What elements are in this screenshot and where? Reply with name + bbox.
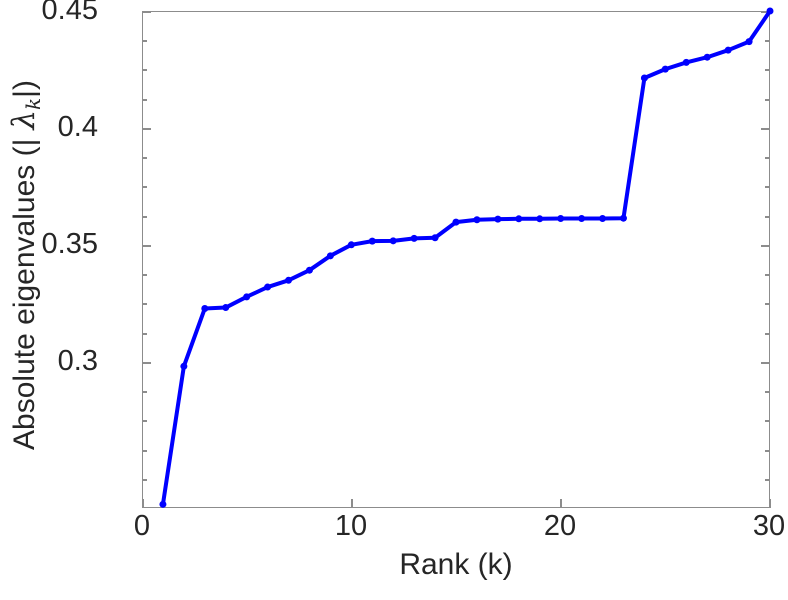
y-tick-label-045: 0.45 [41,0,98,26]
eigenvalue-markers [159,7,774,508]
data-point [557,214,565,222]
data-point [640,74,648,82]
y-tick-minor-right-3 [765,99,770,101]
data-point [305,266,313,274]
data-point [159,500,167,508]
y-tick-minor-9 [142,333,147,335]
y-tick-major-right-04 [761,128,770,130]
y-tick-minor-10 [142,391,147,393]
data-point [682,58,690,66]
data-point [326,252,334,260]
y-tick-minor-right-12 [765,450,770,452]
data-point [452,218,460,226]
data-point [703,53,711,61]
y-tick-minor-right-13 [765,479,770,481]
y-tick-major-right-03 [761,362,770,364]
x-axis-title: Rank (k) [399,548,513,581]
y-tick-minor-right-11 [765,420,770,422]
y-tick-minor-12 [142,450,147,452]
y-axis-title-container: Absolute eigenvalues (| λk|) [0,0,52,530]
data-point [494,215,502,223]
y-tick-minor-right-10 [765,391,770,393]
y-tick-minor-6 [142,216,147,218]
x-tick-label-30: 30 [752,510,786,542]
y-tick-major-035 [142,245,151,247]
y-tick-minor-right-9 [765,333,770,335]
data-point [724,46,732,54]
x-tick-label-20: 20 [543,510,577,542]
data-point [745,38,753,46]
data-point [180,362,188,370]
y-axis-title: Absolute eigenvalues (| λk|) [5,80,46,450]
y-tick-minor-11 [142,420,147,422]
data-point [347,241,355,249]
y-tick-minor-4 [142,157,147,159]
y-tick-minor-2 [142,69,147,71]
y-tick-minor-13 [142,479,147,481]
y-tick-label-03: 0.3 [57,345,98,377]
x-tick-major-10 [351,499,353,508]
data-point [285,276,293,284]
data-point [536,215,544,223]
y-tick-minor-right-1 [765,40,770,42]
data-point [410,234,418,242]
y-tick-major-04 [142,128,151,130]
x-tick-major-20 [560,499,562,508]
y-tick-minor-right-4 [765,157,770,159]
data-point [264,283,272,291]
x-tick-label-0: 0 [133,510,151,542]
data-point [222,304,230,312]
data-point [661,65,669,73]
data-point [201,304,209,312]
y-tick-minor-right-5 [765,186,770,188]
y-tick-major-03 [142,362,151,364]
y-tick-minor-5 [142,186,147,188]
y-tick-minor-3 [142,99,147,101]
data-point [431,234,439,242]
y-axis-title-prefix: Absolute eigenvalues (| [7,138,41,450]
y-tick-major-right-035 [761,245,770,247]
y-tick-minor-right-2 [765,69,770,71]
data-point [515,215,523,223]
data-point [578,214,586,222]
data-point [766,7,774,15]
y-axis-title-suffix: |) [7,80,41,98]
lambda-symbol: λ [5,109,42,130]
y-tick-minor-right-7 [765,274,770,276]
y-tick-label-04: 0.4 [57,111,98,143]
data-point [619,214,627,222]
y-tick-label-035: 0.35 [41,228,98,260]
eigenvalue-line [160,9,772,507]
x-tick-label-10: 10 [334,510,368,542]
y-tick-minor-7 [142,274,147,276]
data-point [599,214,607,222]
lambda-subscript: k [21,97,46,110]
data-point [389,237,397,245]
y-tick-minor-8 [142,303,147,305]
plot-area-frame [142,11,770,508]
data-point [473,216,481,224]
plot-canvas [159,7,774,508]
data-point [243,293,251,301]
y-tick-minor-right-6 [765,216,770,218]
data-point [368,237,376,245]
y-tick-minor-1 [142,40,147,42]
y-tick-minor-right-8 [765,303,770,305]
